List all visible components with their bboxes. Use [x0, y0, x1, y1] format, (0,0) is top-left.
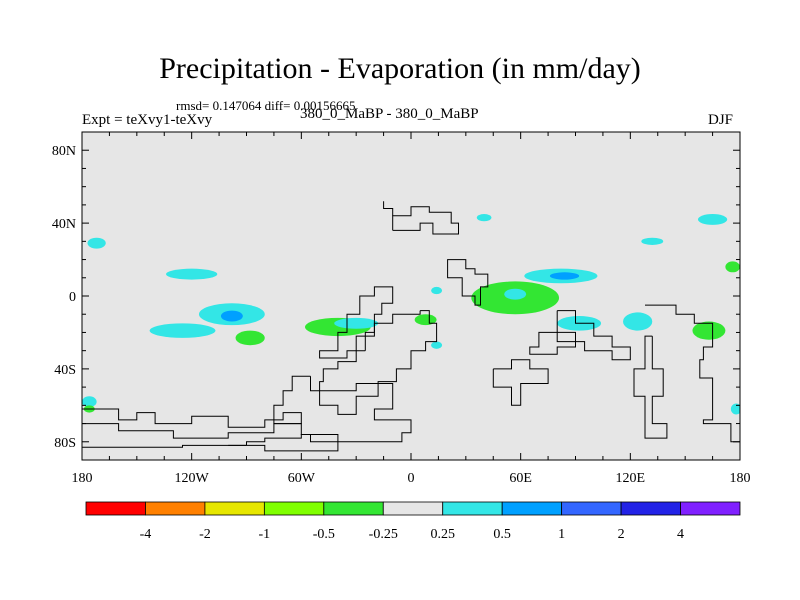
coastline-layer	[82, 201, 740, 452]
anomaly-patch-23	[476, 214, 492, 222]
colorbar-box-8	[561, 501, 622, 516]
x-tick-label-0: 180	[72, 471, 93, 486]
colorbar-label-2: -1	[259, 527, 271, 542]
colorbar-label-5: 0.25	[430, 527, 455, 542]
coastline-4	[529, 310, 631, 361]
anomaly-patch-15	[641, 237, 664, 245]
coastline-6	[82, 408, 302, 439]
colorbar-box-10	[680, 501, 741, 516]
x-tick-label-1: 120W	[175, 471, 210, 486]
stats-label: rmsd= 0.147064 diff= 0.00156665	[176, 98, 356, 113]
y-tick-label-0: 80N	[52, 144, 76, 159]
colorbar-label-4: -0.25	[369, 527, 398, 542]
anomaly-patch-6	[334, 317, 379, 329]
colorbar-box-5	[382, 501, 444, 516]
colorbar-box-0	[85, 501, 146, 516]
colorbar-label-0: -4	[140, 527, 152, 542]
plot-background	[82, 132, 740, 460]
colorbar-box-4	[323, 501, 384, 516]
colorbar: -4 -2 -1 -0.5 -0.25 0.25 0.5 1 2 4	[85, 501, 741, 542]
chart-title: Precipitation - Evaporation (in mm/day)	[159, 52, 641, 85]
anomaly-patch-20	[725, 261, 740, 273]
anomaly-patch-12	[623, 312, 653, 331]
anomaly-layer	[82, 214, 740, 415]
anomaly-patch-16	[87, 237, 106, 249]
anomaly-patch-10	[549, 272, 580, 280]
coastline-1	[319, 286, 394, 359]
colorbar-box-2	[204, 501, 265, 516]
coastline-0	[392, 206, 459, 235]
anomaly-patch-21	[414, 314, 437, 326]
y-tick-label-4: 80S	[54, 436, 76, 451]
colorbar-box-9	[620, 501, 681, 516]
anomaly-patch-13	[692, 321, 726, 340]
coastline-3	[319, 310, 438, 415]
x-tick-label-5: 120E	[616, 471, 646, 486]
colorbar-box-6	[442, 501, 503, 516]
season-label: DJF	[708, 112, 734, 128]
anomaly-patch-14	[697, 214, 728, 225]
x-tick-label-6: 180	[730, 471, 751, 486]
anomaly-patch-4	[166, 268, 218, 280]
colorbar-label-3: -0.5	[313, 527, 335, 542]
colorbar-box-7	[501, 501, 563, 516]
coastline-11	[82, 444, 247, 448]
x-tick-label-2: 60W	[288, 471, 316, 486]
y-tick-label-2: 0	[69, 290, 76, 305]
colorbar-label-6: 0.5	[493, 527, 511, 542]
coastline-8	[492, 359, 549, 406]
y-tick-label-1: 40N	[52, 217, 76, 232]
coastline-9	[645, 304, 740, 443]
colorbar-label-7: 1	[558, 527, 565, 542]
x-tick-label-3: 0	[408, 471, 415, 486]
anomaly-patch-3	[149, 323, 216, 338]
coastline-12	[383, 201, 394, 216]
y-tick-label-3: 40S	[54, 363, 76, 378]
coastline-2	[447, 259, 489, 306]
coastline-10	[633, 335, 668, 439]
anomaly-patch-17	[82, 396, 97, 408]
experiment-label: Expt = teXvy1-teXvy	[82, 112, 213, 128]
anomaly-patch-19	[730, 403, 740, 415]
coastline-5	[273, 375, 412, 443]
anomaly-patch-22	[431, 341, 443, 349]
colorbar-label-9: 4	[677, 527, 684, 542]
colorbar-label-1: -2	[199, 527, 211, 542]
colorbar-box-3	[263, 501, 325, 516]
x-tick-label-4: 60E	[509, 471, 532, 486]
coastline-7	[228, 434, 339, 452]
colorbar-box-1	[145, 501, 206, 516]
colorbar-label-8: 2	[618, 527, 625, 542]
comparison-label: 380_0_MaBP - 380_0_MaBP	[300, 106, 479, 122]
anomaly-patch-24	[431, 286, 443, 295]
tick-layer: 180 120W 60W 0 60E 120E 180 80N 40N 0 40S 80S	[52, 131, 751, 486]
anomaly-patch-8	[504, 288, 527, 300]
anomaly-patch-1	[220, 310, 243, 322]
anomaly-patch-2	[235, 330, 265, 346]
